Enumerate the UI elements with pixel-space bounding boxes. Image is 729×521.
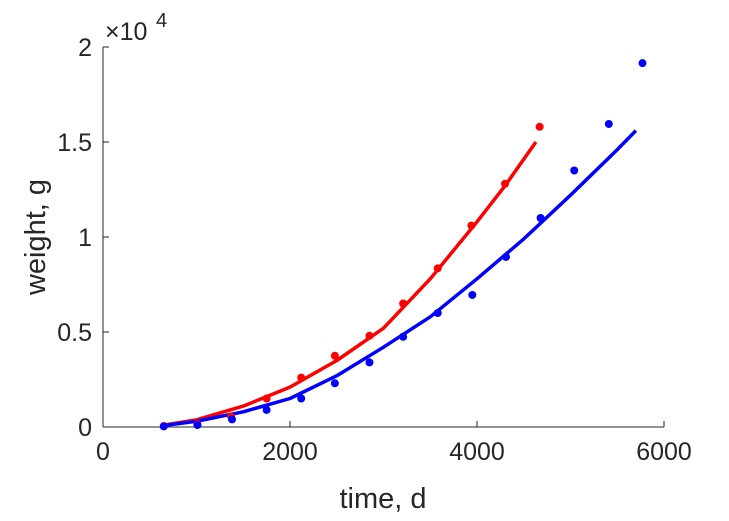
x-tick-label: 4000: [449, 438, 505, 466]
data-point-0: [262, 394, 271, 403]
fit-line-0: [163, 140, 538, 427]
x-tick-label: 2000: [262, 438, 318, 466]
x-tick-label: 0: [96, 438, 110, 466]
data-point-1: [228, 415, 237, 424]
y-tick-label: 0.5: [57, 319, 92, 347]
data-point-0: [297, 373, 306, 382]
data-point-1: [262, 405, 271, 414]
data-point-0: [433, 264, 442, 273]
data-point-1: [365, 358, 374, 367]
data-point-1: [638, 59, 647, 68]
data-point-1: [536, 214, 545, 222]
data-point-1: [330, 379, 339, 388]
y-tick-label: 1: [78, 224, 92, 252]
data-point-1: [193, 421, 202, 430]
data-point-1: [468, 290, 477, 299]
data-point-1: [570, 166, 579, 175]
ticks: 0 2000 4000 6000 0 0.5 1 1.5 2: [57, 34, 692, 466]
data-point-1: [399, 332, 408, 341]
y-tick-label: 0: [78, 414, 92, 442]
data-point-1: [604, 119, 613, 128]
y-axis-label: weight, g: [20, 179, 52, 296]
data-point-1: [501, 252, 510, 261]
data-point-0: [467, 221, 476, 230]
y-exponent-base: ×10: [105, 18, 147, 46]
data-point-0: [399, 299, 408, 308]
data-point-1: [297, 394, 306, 403]
fit-line-1: [163, 129, 638, 428]
axes: [102, 47, 664, 428]
x-axis-label: time, d: [339, 483, 426, 515]
fit-lines: [163, 129, 638, 428]
x-tick-label: 6000: [636, 438, 692, 466]
data-point-0: [330, 351, 339, 360]
data-point-1: [159, 422, 168, 431]
y-tick-label: 2: [78, 34, 92, 62]
data-point-0: [365, 331, 374, 340]
data-point-0: [501, 179, 510, 188]
data-points: [159, 59, 647, 431]
data-point-1: [433, 309, 442, 317]
y-exponent-power: 4: [156, 10, 167, 32]
y-tick-label: 1.5: [57, 129, 92, 157]
data-point-0: [535, 122, 544, 131]
